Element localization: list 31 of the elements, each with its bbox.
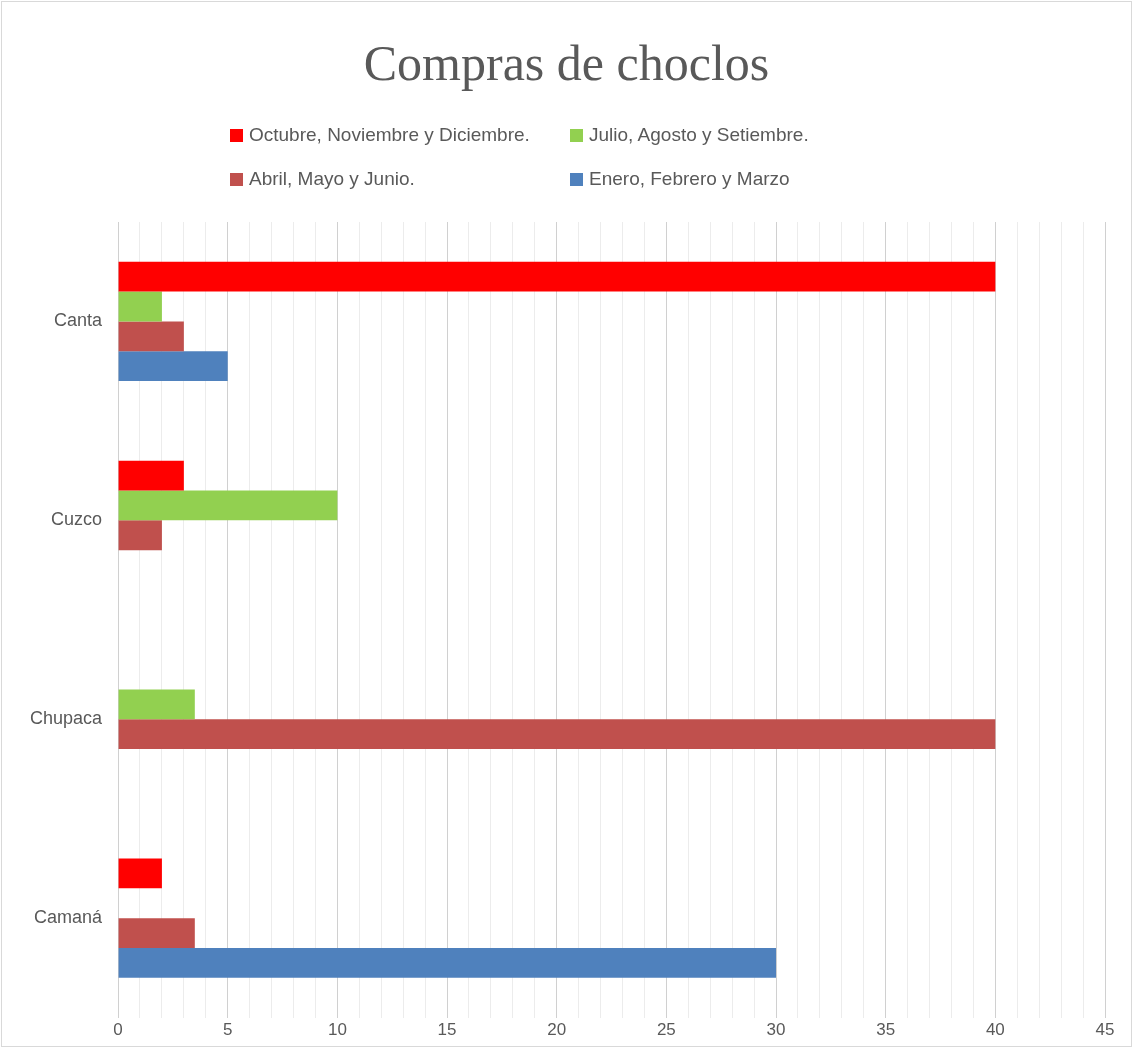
x-tick-label: 35	[876, 1020, 896, 1040]
legend-label: Octubre, Noviembre y Diciembre.	[249, 124, 530, 146]
bar	[118, 719, 996, 750]
bar	[118, 947, 777, 978]
bar	[118, 261, 996, 292]
chart-title: Compras de choclos	[362, 34, 771, 92]
x-tick-label: 40	[985, 1020, 1005, 1040]
bar	[118, 460, 184, 491]
bar	[118, 321, 184, 352]
bar	[118, 689, 195, 720]
x-tick-label: 5	[222, 1020, 233, 1040]
x-tick-label: 30	[766, 1020, 786, 1040]
bar	[118, 291, 162, 322]
legend-label: Enero, Febrero y Marzo	[589, 168, 790, 190]
y-tick-label: Camaná	[34, 907, 104, 928]
x-tick-label: 45	[1095, 1020, 1115, 1040]
legend-label: Abril, Mayo y Junio.	[249, 168, 415, 190]
y-tick-label: Chupaca	[29, 708, 104, 729]
bar	[118, 858, 162, 889]
legend-label: Julio, Agosto y Setiembre.	[589, 124, 809, 146]
y-tick-label: Cuzco	[51, 509, 103, 530]
bar	[118, 918, 195, 948]
y-tick-label: Canta	[54, 310, 104, 331]
bar	[118, 520, 162, 551]
x-tick-label: 10	[327, 1020, 347, 1040]
x-tick-label: 0	[113, 1020, 123, 1040]
x-tick-label: 20	[547, 1020, 567, 1040]
bar	[118, 490, 338, 521]
x-tick-label: 25	[656, 1020, 676, 1040]
bar	[118, 351, 228, 382]
x-tick-label: 15	[437, 1020, 457, 1040]
